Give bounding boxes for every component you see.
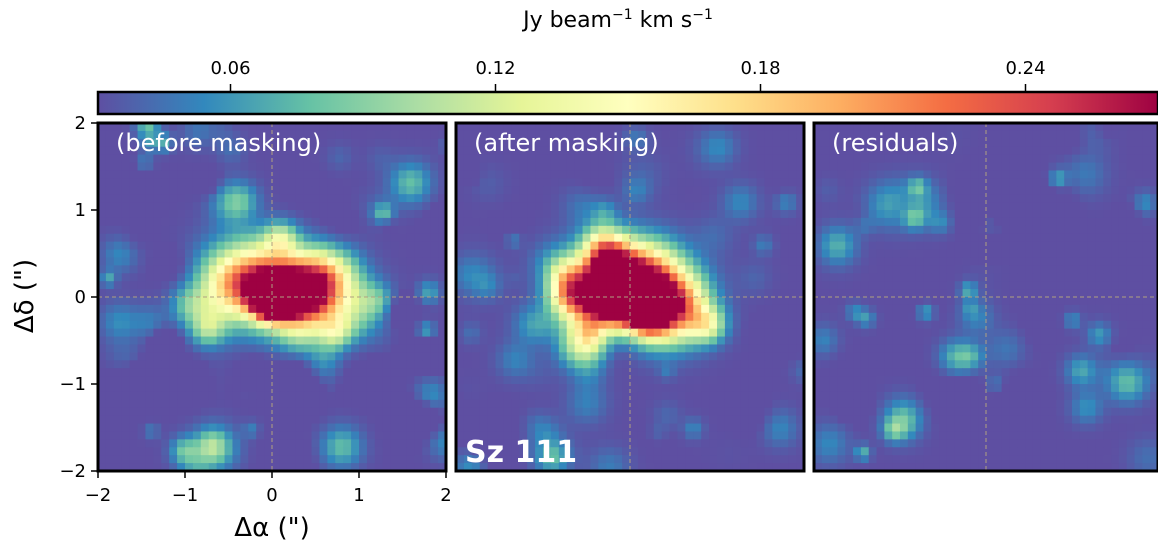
panel-frame [454, 121, 806, 473]
x-tick-label: 0 [266, 485, 277, 506]
intensity-map [456, 123, 804, 471]
colorbar-label-exp2: −1 [692, 7, 713, 23]
x-tick-label: 2 [440, 485, 451, 506]
colorbar-tick-label: 0.12 [475, 58, 515, 79]
x-tick-label: 1 [353, 485, 364, 506]
panel-frame [812, 121, 1158, 473]
map-panel-1: (before masking) [96, 121, 448, 473]
colorbar-label: Jy beam−1 km s−1 [521, 7, 713, 33]
intensity-map [814, 123, 1158, 471]
colorbar-label-mid: km s [633, 8, 693, 33]
map-panel-2: (after masking) [454, 121, 806, 473]
panel-title: (before masking) [116, 129, 321, 157]
y-axis-label: Δδ (") [10, 259, 40, 333]
x-tick-label: −2 [85, 485, 112, 506]
map-panels: (before masking) (after masking) (residual… [96, 121, 1158, 473]
y-tick-label: 0 [75, 287, 86, 308]
colorbar-tick-label: 0.06 [210, 58, 250, 79]
y-tick-label: 2 [75, 113, 86, 134]
intensity-map [98, 123, 446, 471]
x-tick-label: −1 [172, 485, 199, 506]
colorbar-tick-label: 0.18 [740, 58, 780, 79]
y-tick-label: 1 [75, 200, 86, 221]
panel-title: (residuals) [832, 129, 958, 157]
source-label: Sz 111 [465, 435, 577, 470]
map-panel-3: (residuals) [812, 121, 1158, 473]
colorbar-label-exp1: −1 [612, 7, 633, 23]
axes: −2 −1 0 1 2 2 1 0 −1 −2 [59, 113, 451, 506]
colorbar-ticks: 0.06 0.12 0.18 0.24 [210, 58, 1046, 92]
panel-title: (after masking) [474, 129, 659, 157]
colorbar [96, 90, 1158, 116]
colorbar-label-prefix: Jy beam [521, 8, 612, 33]
y-tick-label: −1 [59, 374, 86, 395]
colorbar-tick-label: 0.24 [1005, 58, 1045, 79]
x-axis-label: Δα (") [234, 513, 309, 543]
y-tick-label: −2 [59, 461, 86, 482]
